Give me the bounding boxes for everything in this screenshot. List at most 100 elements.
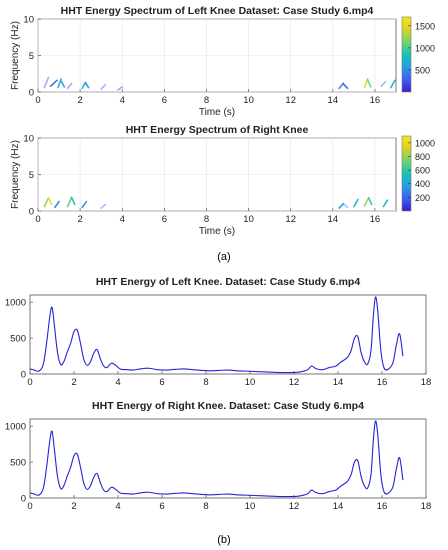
x-tick-label: 10 — [245, 377, 256, 388]
left-knee-spectrum-panel: HHT Energy Spectrum of Left Knee Dataset… — [10, 5, 435, 118]
colorbar-tick-label: 800 — [415, 152, 430, 162]
spectrum-segment — [353, 198, 359, 208]
y-tick-label: 5 — [29, 51, 34, 62]
colorbar-tick-label: 1500 — [415, 21, 435, 31]
spectrum-segment — [54, 200, 60, 209]
y-tick-label: 10 — [23, 15, 34, 26]
colorbar-tick-label: 500 — [415, 65, 430, 75]
y-axis-label: Frequency (Hz) — [10, 140, 21, 209]
x-tick-label: 12 — [289, 501, 300, 512]
colorbar — [401, 16, 412, 93]
x-axis-label: Time (s) — [199, 226, 235, 237]
spectrum-segment — [389, 79, 396, 89]
spectrum-segment — [66, 196, 73, 208]
spectrum-segment — [57, 78, 62, 89]
y-tick-label: 0 — [21, 370, 26, 381]
colorbar-tick-label: 1000 — [415, 43, 435, 53]
plot-area — [29, 418, 427, 499]
y-axis-label: Frequency (Hz) — [10, 21, 21, 90]
x-tick-label: 18 — [421, 377, 432, 388]
y-tick-label: 5 — [29, 170, 34, 181]
x-tick-label: 0 — [27, 377, 32, 388]
plot-area — [29, 294, 427, 375]
spectrum-segment — [367, 197, 373, 206]
panel-label-a: (a) — [217, 251, 230, 263]
spectrum-segment — [84, 81, 90, 89]
chart-title: HHT Energy of Right Knee. Dataset: Case … — [92, 400, 364, 412]
x-tick-label: 2 — [77, 95, 82, 106]
x-tick-label: 14 — [328, 95, 339, 106]
spectrum-segment — [342, 202, 349, 209]
y-tick-label: 0 — [21, 494, 26, 505]
x-tick-label: 16 — [370, 95, 381, 106]
x-tick-label: 4 — [115, 377, 120, 388]
x-tick-label: 14 — [328, 214, 339, 225]
spectrum-segment — [49, 79, 58, 87]
spectrum-segment — [81, 200, 88, 209]
x-tick-label: 12 — [285, 95, 296, 106]
y-tick-label: 500 — [10, 458, 26, 469]
x-tick-label: 14 — [333, 377, 344, 388]
x-tick-label: 2 — [71, 501, 76, 512]
spectrum-segment — [66, 82, 73, 90]
x-tick-label: 10 — [245, 501, 256, 512]
x-tick-label: 0 — [27, 501, 32, 512]
x-tick-label: 2 — [71, 377, 76, 388]
x-tick-label: 4 — [120, 95, 125, 106]
x-tick-label: 8 — [203, 501, 208, 512]
y-tick-label: 0 — [29, 207, 34, 218]
x-tick-label: 4 — [120, 214, 125, 225]
spectrum-segment — [70, 197, 76, 206]
spectrum-segment — [43, 197, 50, 208]
x-tick-label: 8 — [204, 95, 209, 106]
colorbar-tick-label: 200 — [415, 193, 430, 203]
spectrum-segment — [366, 78, 372, 88]
x-tick-label: 10 — [243, 214, 254, 225]
x-tick-label: 6 — [162, 95, 167, 106]
chart-title: HHT Energy Spectrum of Left Knee Dataset… — [61, 5, 374, 17]
spectrum-segment — [100, 203, 107, 209]
spectrum-segment — [60, 80, 66, 88]
spectrum-segment — [81, 81, 87, 90]
x-tick-label: 18 — [421, 501, 432, 512]
x-tick-label: 4 — [115, 501, 120, 512]
panel-label-b: (b) — [217, 534, 230, 546]
y-tick-label: 1000 — [5, 298, 26, 309]
x-tick-label: 6 — [159, 377, 164, 388]
x-tick-label: 0 — [35, 95, 40, 106]
colorbar-tick-label: 1000 — [415, 138, 435, 148]
right-knee-energy-panel: HHT Energy of Right Knee. Dataset: Case … — [5, 400, 431, 512]
chart-title: HHT Energy of Left Knee. Dataset: Case S… — [96, 276, 360, 288]
x-tick-label: 8 — [204, 214, 209, 225]
x-tick-label: 16 — [370, 214, 381, 225]
energy-series-line — [29, 420, 404, 498]
x-tick-label: 2 — [77, 214, 82, 225]
chart-title: HHT Energy Spectrum of Right Knee — [126, 124, 309, 136]
spectrum-segment — [43, 76, 50, 89]
spectrum-segment — [363, 197, 370, 207]
x-tick-label: 16 — [377, 377, 388, 388]
y-tick-label: 1000 — [5, 422, 26, 433]
x-tick-label: 12 — [289, 377, 300, 388]
right-knee-spectrum-panel: HHT Energy Spectrum of Right Knee 0 2 4 6 8 10… — [10, 124, 435, 237]
colorbar-tick-label: 600 — [415, 166, 430, 176]
x-tick-label: 16 — [377, 501, 388, 512]
x-tick-label: 12 — [285, 214, 296, 225]
y-tick-label: 0 — [29, 88, 34, 99]
x-tick-label: 10 — [243, 95, 254, 106]
energy-series-line — [29, 296, 404, 374]
x-tick-label: 0 — [35, 214, 40, 225]
spectrum-segment — [380, 80, 387, 87]
spectrum-segment — [338, 202, 345, 209]
spectrum-segment — [117, 86, 124, 91]
x-tick-label: 8 — [203, 377, 208, 388]
spectrum-segment — [47, 197, 53, 206]
spectrum-segment — [342, 83, 349, 90]
spectrum-segment — [382, 199, 389, 208]
x-axis-label: Time (s) — [199, 107, 235, 118]
y-tick-label: 500 — [10, 334, 26, 345]
x-tick-label: 6 — [159, 501, 164, 512]
colorbar-tick-label: 400 — [415, 179, 430, 189]
y-tick-label: 10 — [23, 134, 34, 145]
